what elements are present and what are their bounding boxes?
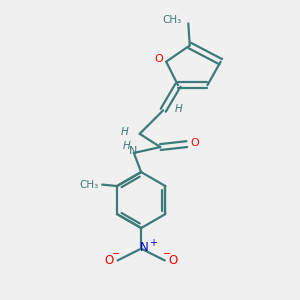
Text: O: O bbox=[154, 54, 163, 64]
Text: −: − bbox=[112, 249, 120, 259]
Text: O: O bbox=[105, 254, 114, 267]
Text: H: H bbox=[123, 142, 130, 152]
Text: O: O bbox=[191, 138, 200, 148]
Text: CH₃: CH₃ bbox=[163, 15, 182, 26]
Text: H: H bbox=[175, 104, 182, 114]
Text: N: N bbox=[140, 241, 148, 254]
Text: N: N bbox=[129, 146, 137, 157]
Text: +: + bbox=[149, 238, 157, 248]
Text: H: H bbox=[121, 127, 128, 137]
Text: CH₃: CH₃ bbox=[79, 180, 99, 190]
Text: O: O bbox=[168, 254, 178, 267]
Text: −: − bbox=[163, 249, 171, 259]
